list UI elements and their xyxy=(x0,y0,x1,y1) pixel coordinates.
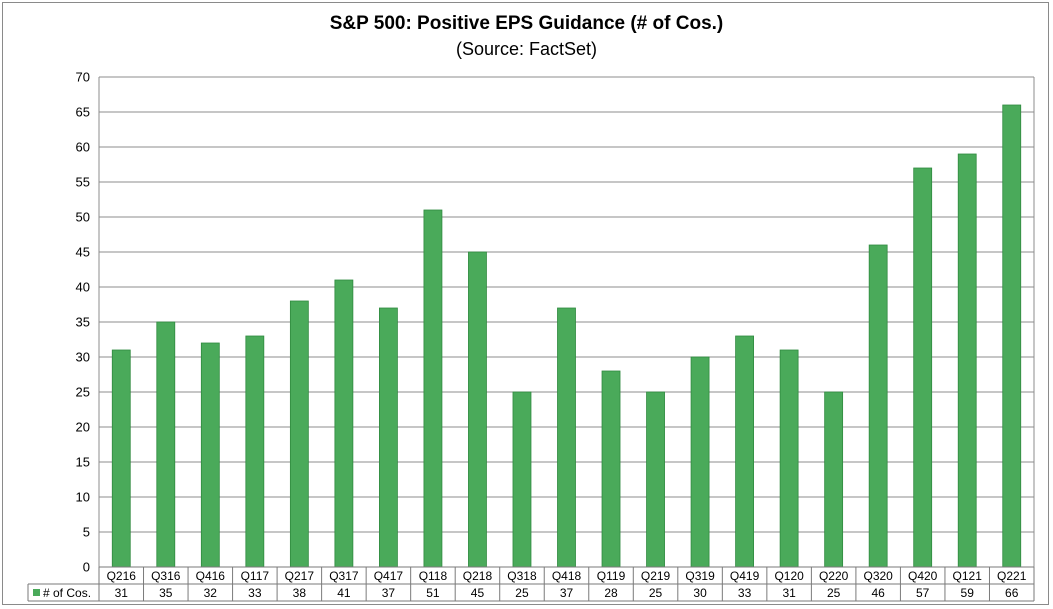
y-tick-label: 5 xyxy=(83,525,90,540)
bar xyxy=(913,167,933,568)
x-tick-label: Q219 xyxy=(641,569,671,583)
data-label: 66 xyxy=(1005,586,1019,600)
data-label: 46 xyxy=(871,586,885,600)
data-label: 32 xyxy=(204,586,218,600)
bar xyxy=(957,153,977,568)
bar xyxy=(423,209,443,568)
bar xyxy=(334,279,354,568)
y-tick-label: 70 xyxy=(76,70,90,85)
x-tick-label: Q220 xyxy=(819,569,849,583)
bar xyxy=(868,244,888,568)
legend-label: # of Cos. xyxy=(43,586,91,600)
y-tick-label: 55 xyxy=(76,175,90,190)
data-label: 37 xyxy=(382,586,396,600)
x-tick-label: Q419 xyxy=(730,569,760,583)
data-label: 33 xyxy=(738,586,752,600)
x-tick-label: Q120 xyxy=(774,569,804,583)
x-tick-label: Q417 xyxy=(374,569,404,583)
bar xyxy=(779,349,799,568)
data-label: 28 xyxy=(604,586,618,600)
y-tick-label: 10 xyxy=(76,490,90,505)
bar xyxy=(289,300,309,568)
x-tick-label: Q319 xyxy=(685,569,715,583)
y-tick-label: 45 xyxy=(76,245,90,260)
x-tick-label: Q420 xyxy=(908,569,938,583)
chart-subtitle: (Source: FactSet) xyxy=(455,39,598,59)
x-tick-label: Q318 xyxy=(507,569,537,583)
bar xyxy=(111,349,131,568)
x-tick-label: Q221 xyxy=(997,569,1027,583)
x-tick-label: Q121 xyxy=(953,569,983,583)
data-label: 41 xyxy=(337,586,351,600)
bar xyxy=(557,307,576,568)
x-tick-label: Q218 xyxy=(463,569,493,583)
data-label: 31 xyxy=(115,586,129,600)
data-label: 45 xyxy=(471,586,485,600)
data-label: 38 xyxy=(293,586,307,600)
legend-swatch xyxy=(33,589,40,596)
bar xyxy=(824,391,844,568)
data-label: 59 xyxy=(961,586,975,600)
y-tick-label: 30 xyxy=(76,350,90,365)
data-label: 57 xyxy=(916,586,930,600)
bar xyxy=(1002,104,1022,568)
bar xyxy=(690,356,710,568)
data-label: 37 xyxy=(560,586,574,600)
x-tick-label: Q117 xyxy=(241,569,270,583)
y-tick-label: 20 xyxy=(76,420,90,435)
x-tick-label: Q320 xyxy=(863,569,893,583)
bar xyxy=(156,321,176,568)
bar xyxy=(735,335,754,568)
x-tick-label: Q118 xyxy=(419,569,448,583)
x-tick-label: Q416 xyxy=(196,569,226,583)
x-tick-label: Q217 xyxy=(285,569,315,583)
data-label: 35 xyxy=(159,586,173,600)
x-tick-label: Q317 xyxy=(329,569,359,583)
y-tick-label: 60 xyxy=(76,140,90,155)
y-tick-label: 15 xyxy=(76,455,90,470)
data-label: 51 xyxy=(426,586,440,600)
x-tick-label: Q418 xyxy=(552,569,582,583)
data-label: 25 xyxy=(827,586,841,600)
data-label: 31 xyxy=(782,586,796,600)
bar xyxy=(512,391,532,568)
bar xyxy=(200,342,220,568)
y-tick-label: 35 xyxy=(76,315,90,330)
bar xyxy=(245,335,265,568)
y-tick-label: 65 xyxy=(76,105,90,120)
chart-title: S&P 500: Positive EPS Guidance (# of Cos… xyxy=(329,13,724,34)
data-label: 33 xyxy=(248,586,262,600)
x-tick-label: Q216 xyxy=(107,569,137,583)
bar xyxy=(646,391,665,568)
y-tick-label: 0 xyxy=(83,560,90,575)
data-label: 25 xyxy=(515,586,529,600)
y-tick-label: 50 xyxy=(76,210,90,225)
y-tick-label: 40 xyxy=(76,280,90,295)
data-label: 25 xyxy=(649,586,663,600)
data-label: 30 xyxy=(693,586,707,600)
bar xyxy=(601,370,621,568)
x-tick-label: Q119 xyxy=(597,569,626,583)
x-tick-label: Q316 xyxy=(151,569,181,583)
bar xyxy=(379,307,398,568)
bar xyxy=(468,251,487,568)
y-tick-label: 25 xyxy=(76,385,90,400)
